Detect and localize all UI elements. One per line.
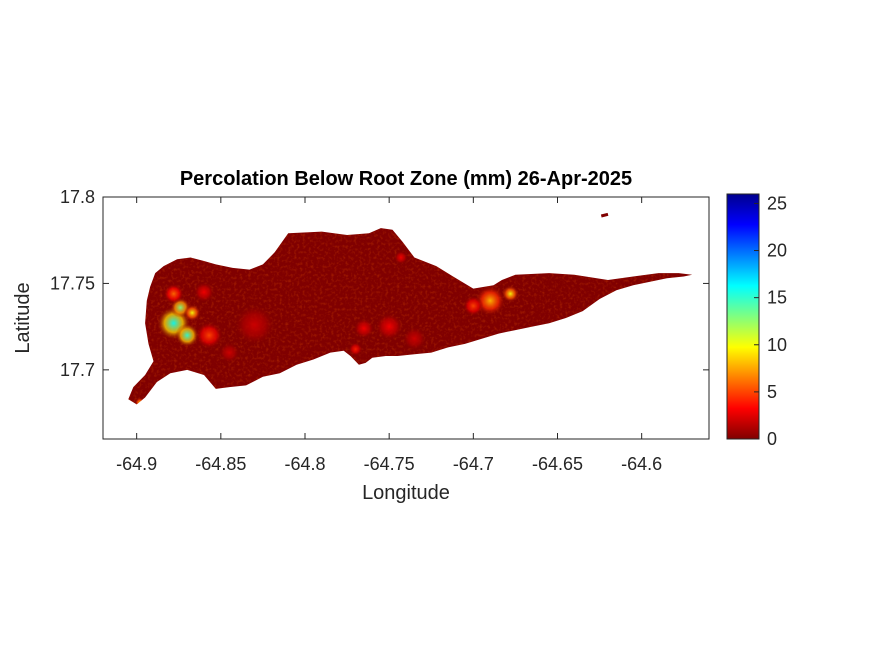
colorbar-tick-label: 15 bbox=[767, 288, 787, 308]
hotspot bbox=[219, 342, 240, 363]
islet bbox=[600, 212, 609, 218]
x-tick-label: -64.9 bbox=[116, 454, 157, 474]
hotspot bbox=[394, 250, 408, 265]
colorbar-ticks: 0 5 10 15 20 25 bbox=[754, 193, 787, 449]
island-detail-layer bbox=[128, 228, 693, 405]
x-axis-label: Longitude bbox=[362, 482, 450, 504]
x-tick-label: -64.65 bbox=[532, 454, 583, 474]
hotspots-group bbox=[134, 250, 519, 405]
hotspot bbox=[163, 283, 184, 304]
hotspot bbox=[375, 313, 403, 341]
hotspot bbox=[234, 304, 275, 346]
y-tick-label: 17.75 bbox=[50, 273, 95, 293]
hotspot bbox=[195, 321, 223, 349]
y-tick-label: 17.7 bbox=[60, 360, 95, 380]
colorbar-tick-label: 25 bbox=[767, 193, 787, 213]
x-tick-label: -64.75 bbox=[364, 454, 415, 474]
hotspot bbox=[175, 323, 199, 348]
chart-title: Percolation Below Root Zone (mm) 26-Apr-… bbox=[180, 168, 632, 190]
colorbar-tick-label: 5 bbox=[767, 382, 777, 402]
hotspot bbox=[183, 304, 201, 322]
colorbar-frame bbox=[726, 193, 760, 440]
y-axis-label: Latitude bbox=[12, 282, 34, 353]
x-tick-label: -64.7 bbox=[453, 454, 494, 474]
hotspot bbox=[402, 326, 427, 351]
colorbar-tick-label: 10 bbox=[767, 335, 787, 355]
colorbar-tick-label: 0 bbox=[767, 429, 777, 449]
x-tick-label: -64.85 bbox=[195, 454, 246, 474]
axes-box bbox=[102, 196, 710, 440]
x-tick-label: -64.6 bbox=[621, 454, 662, 474]
hotspot bbox=[348, 342, 363, 356]
hotspot bbox=[353, 318, 374, 339]
hotspot bbox=[502, 285, 519, 303]
colorbar: 0 5 10 15 20 25 bbox=[726, 193, 787, 449]
x-axis-ticks: -64.9 -64.85 -64.8 -64.75 -64.7 -64.65 -64.6 bbox=[116, 197, 662, 474]
y-axis-ticks: 17.7 17.75 17.8 bbox=[50, 187, 709, 380]
hotspot bbox=[134, 397, 146, 405]
hotspot bbox=[463, 295, 484, 316]
hotspot bbox=[193, 282, 215, 303]
plot-area bbox=[128, 212, 693, 405]
colorbar-tick-label: 20 bbox=[767, 241, 787, 261]
x-tick-label: -64.8 bbox=[284, 454, 325, 474]
y-tick-label: 17.8 bbox=[60, 187, 95, 207]
colorbar-gradient bbox=[727, 194, 759, 439]
